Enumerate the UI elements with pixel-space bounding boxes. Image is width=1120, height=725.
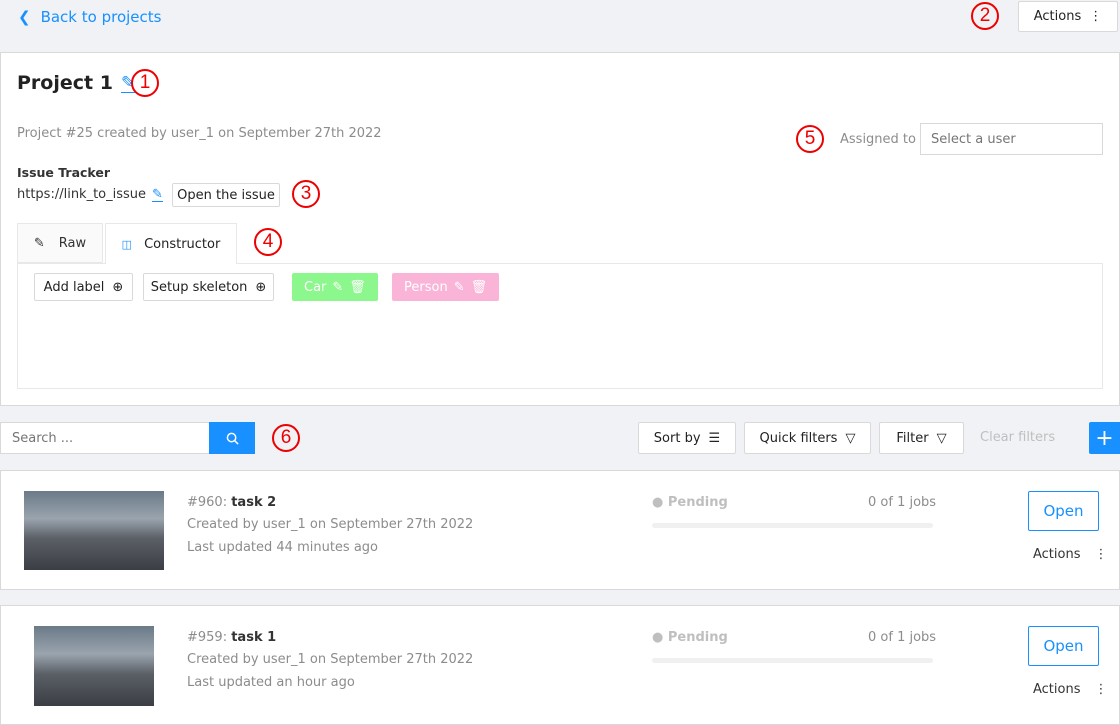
task-status: ● Pending xyxy=(652,630,728,645)
assignee-select[interactable] xyxy=(920,123,1103,155)
open-issue-button[interactable]: Open the issue xyxy=(172,183,280,207)
task-updated: Last updated an hour ago xyxy=(187,675,355,690)
task-created: Created by user_1 on September 27th 2022 xyxy=(187,517,474,532)
task-progress-bar xyxy=(652,658,933,663)
task-jobs: 0 of 1 jobs xyxy=(868,495,937,510)
annotation-marker: 3 xyxy=(292,180,320,208)
annotation-marker: 1 xyxy=(131,69,159,97)
issue-tracker-label: Issue Tracker xyxy=(17,165,111,180)
setup-skeleton-button[interactable]: Setup skeleton ⊕ xyxy=(143,273,274,301)
edit-icon[interactable]: ✎ xyxy=(152,186,163,202)
issue-link: https://link_to_issue ✎ xyxy=(17,186,163,202)
annotation-marker: 5 xyxy=(796,125,824,153)
annotation-marker: 2 xyxy=(971,2,999,30)
project-actions-button[interactable]: Actions ⋮ xyxy=(1018,1,1118,32)
status-dot-icon: ● xyxy=(652,495,664,510)
task-updated: Last updated 44 minutes ago xyxy=(187,540,379,555)
edit-icon[interactable]: ✎ xyxy=(332,279,344,295)
annotation-marker: 4 xyxy=(254,228,282,256)
more-vertical-icon: ⋮ xyxy=(1094,682,1108,697)
quick-filters-button[interactable]: Quick filters ▽ xyxy=(744,422,871,454)
task-title[interactable]: #959: task 1 xyxy=(187,630,277,645)
task-progress-bar xyxy=(652,523,933,528)
task-actions-button[interactable]: Actions ⋮ xyxy=(1033,547,1108,562)
tab-raw[interactable]: ✎ Raw xyxy=(17,223,103,263)
more-vertical-icon: ⋮ xyxy=(1094,547,1108,562)
task-created: Created by user_1 on September 27th 2022 xyxy=(187,652,474,667)
filter-icon: ▽ xyxy=(936,430,947,446)
label-person[interactable]: Person ✎ 🗑 xyxy=(392,273,500,301)
project-title: Project 1 ✎ xyxy=(17,72,136,94)
status-dot-icon: ● xyxy=(652,630,664,645)
trash-icon[interactable]: 🗑 xyxy=(470,279,488,295)
search-input[interactable] xyxy=(0,422,210,454)
search-icon xyxy=(226,432,239,445)
ordered-list-icon: ☰ xyxy=(708,430,721,446)
more-vertical-icon: ⋮ xyxy=(1089,9,1103,24)
tab-constructor[interactable]: ◫ Constructor xyxy=(105,223,237,264)
project-meta: Project #25 created by user_1 on Septemb… xyxy=(17,126,382,141)
sort-by-button[interactable]: Sort by ☰ xyxy=(638,422,736,454)
edit-icon[interactable]: ✎ xyxy=(453,279,465,295)
task-status: ● Pending xyxy=(652,495,728,510)
edit-icon: ✎ xyxy=(33,235,45,251)
label-car[interactable]: Car ✎ 🗑 xyxy=(292,273,378,301)
create-task-button[interactable]: + xyxy=(1089,422,1120,454)
task-title[interactable]: #960: task 2 xyxy=(187,495,277,510)
task-thumbnail[interactable] xyxy=(24,491,164,570)
plus-circle-icon: ⊕ xyxy=(112,279,124,295)
constructor-panel xyxy=(17,263,1103,389)
open-task-button[interactable]: Open xyxy=(1028,491,1099,531)
clear-filters-button[interactable]: Clear filters xyxy=(980,430,1056,445)
chevron-left-icon: ❮ xyxy=(18,8,31,26)
assigned-to-label: Assigned to xyxy=(840,132,916,147)
task-thumbnail[interactable] xyxy=(34,626,154,706)
annotation-marker: 6 xyxy=(272,424,300,452)
back-to-projects-link[interactable]: ❮ Back to projects xyxy=(18,8,162,26)
plus-circle-icon: ⊕ xyxy=(255,279,267,295)
filter-button[interactable]: Filter ▽ xyxy=(879,422,964,454)
add-label-button[interactable]: Add label ⊕ xyxy=(34,273,133,301)
trash-icon[interactable]: 🗑 xyxy=(349,279,366,295)
task-card xyxy=(0,605,1120,725)
task-jobs: 0 of 1 jobs xyxy=(868,630,937,645)
blocks-icon: ◫ xyxy=(121,237,133,251)
open-task-button[interactable]: Open xyxy=(1028,626,1099,666)
task-card xyxy=(0,470,1120,590)
search-button[interactable] xyxy=(209,422,255,454)
task-actions-button[interactable]: Actions ⋮ xyxy=(1033,682,1108,697)
filter-icon: ▽ xyxy=(845,430,856,446)
